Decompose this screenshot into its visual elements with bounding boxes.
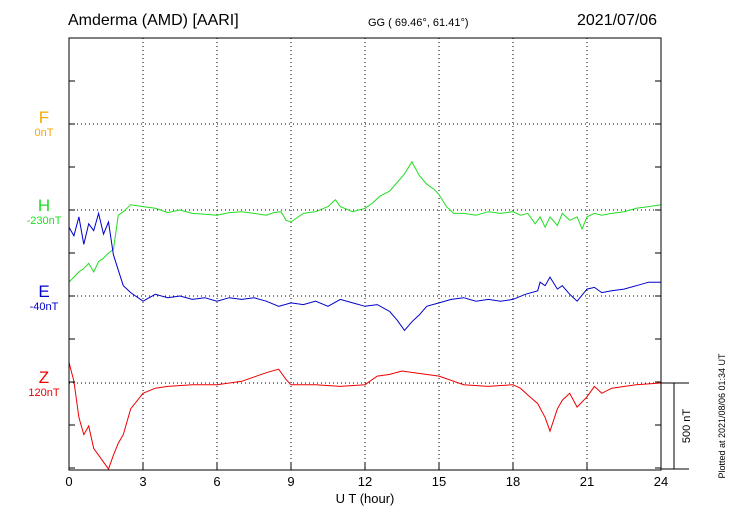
- series-line-H: [68, 160, 662, 283]
- x-tick-label-18: 18: [506, 474, 520, 489]
- series-baseline-F: 0nT: [34, 127, 54, 139]
- scale-bar: [661, 382, 689, 470]
- geographic-coordinates: GG ( 69.46°, 61.41°): [368, 17, 469, 29]
- x-tick-label-15: 15: [432, 474, 446, 489]
- series-label-H: H -230nT: [14, 196, 74, 228]
- series-label-E: E -40nT: [14, 282, 74, 314]
- x-tick-label-12: 12: [358, 474, 372, 489]
- series-line-Z: [68, 362, 662, 471]
- series-line-E: [68, 211, 661, 332]
- series-name-Z: Z: [38, 368, 50, 387]
- series-baseline-E: -40nT: [29, 301, 59, 313]
- x-tick-label-0: 0: [65, 474, 72, 489]
- series-group: [68, 160, 662, 471]
- station-title: Amderma (AMD) [AARI]: [68, 12, 239, 29]
- series-label-F: F 0nT: [14, 108, 74, 140]
- series-name-F: F: [38, 108, 50, 127]
- series-name-E: E: [38, 282, 50, 301]
- x-tick-label-3: 3: [139, 474, 146, 489]
- series-baseline-H: -230nT: [26, 215, 62, 227]
- x-tick-label-6: 6: [213, 474, 220, 489]
- plotted-timestamp: Plotted at 2021/08/06 01:34 UT: [717, 353, 727, 479]
- x-tick-label-9: 9: [287, 474, 294, 489]
- date-label: 2021/07/06: [577, 12, 658, 29]
- series-name-H: H: [37, 196, 51, 215]
- x-tick-label-24: 24: [654, 474, 668, 489]
- x-axis-label: U T (hour): [335, 491, 395, 506]
- x-tick-label-21: 21: [580, 474, 594, 489]
- grid-lines: [69, 38, 661, 470]
- series-label-Z: Z 120nT: [14, 368, 74, 400]
- scale-bar-label: 500 nT: [681, 408, 693, 444]
- axis-ticks: [68, 80, 662, 470]
- series-baseline-Z: 120nT: [28, 387, 60, 399]
